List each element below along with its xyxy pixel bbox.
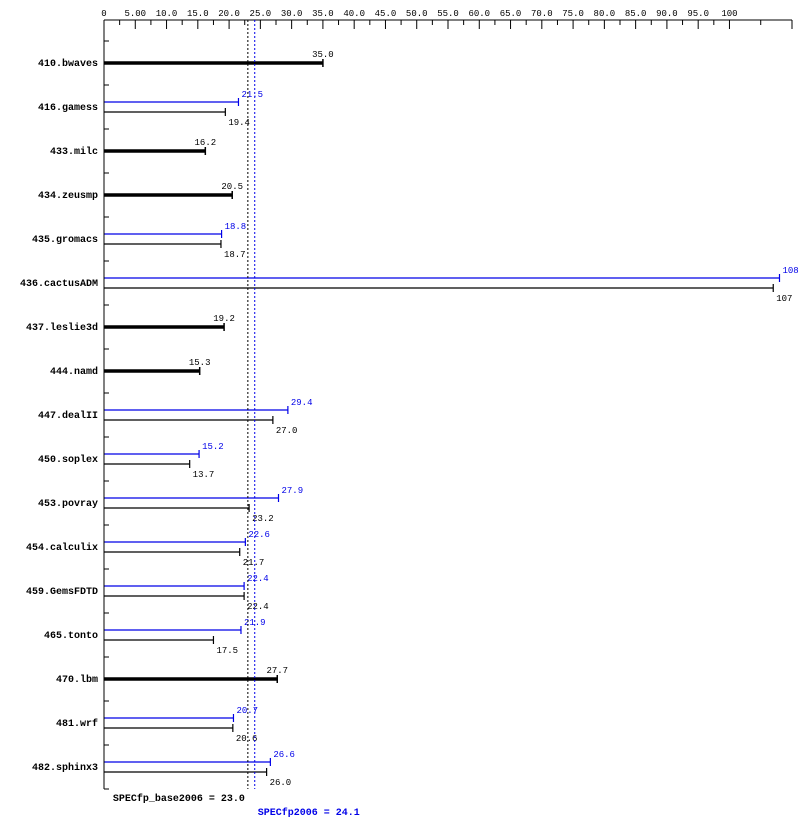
benchmark-label: 433.milc <box>50 146 98 158</box>
x-tick-label: 25.0 <box>250 9 272 19</box>
benchmark-label: 453.povray <box>38 499 98 510</box>
bar-base-value: 20.5 <box>221 182 243 192</box>
summary-base: SPECfp_base2006 = 23.0 <box>113 793 245 805</box>
bar-base-value: 19.4 <box>228 118 250 128</box>
x-tick-label: 40.0 <box>343 9 365 19</box>
bar-peak-value: 108 <box>782 266 798 276</box>
bar-base-value: 23.2 <box>252 514 274 524</box>
x-tick-label: 10.0 <box>156 9 178 19</box>
bar-base-value: 26.0 <box>270 778 292 788</box>
bar-base-value: 16.2 <box>195 138 217 148</box>
bar-base-value: 107 <box>776 294 792 304</box>
x-tick-label: 45.0 <box>375 9 397 19</box>
benchmark-label: 434.zeusmp <box>38 191 98 202</box>
benchmark-label: 481.wrf <box>56 718 98 730</box>
bar-peak-value: 22.4 <box>247 574 269 584</box>
x-tick-label: 30.0 <box>281 9 303 19</box>
chart-background <box>0 0 799 831</box>
x-tick-label: 75.0 <box>562 9 584 19</box>
benchmark-label: 435.gromacs <box>32 235 98 246</box>
bar-base-value: 20.6 <box>236 734 258 744</box>
x-tick-label: 55.0 <box>437 9 459 19</box>
x-tick-label: 60.0 <box>468 9 490 19</box>
benchmark-label: 450.soplex <box>38 454 98 466</box>
x-tick-label: 65.0 <box>500 9 522 19</box>
bar-base-value: 17.5 <box>216 646 238 656</box>
x-tick-label: 100 <box>721 9 737 19</box>
bar-base-value: 22.4 <box>247 602 269 612</box>
bar-base-value: 27.7 <box>266 666 288 676</box>
bar-base-value: 18.7 <box>224 250 246 260</box>
benchmark-label: 410.bwaves <box>38 58 98 70</box>
benchmark-label: 470.lbm <box>56 674 98 686</box>
benchmark-label: 447.dealII <box>38 410 98 422</box>
bar-base-value: 19.2 <box>213 314 235 324</box>
x-tick-label: 20.0 <box>218 9 240 19</box>
bar-peak-value: 26.6 <box>273 750 295 760</box>
benchmark-label: 437.leslie3d <box>26 322 98 334</box>
bar-peak-value: 18.8 <box>225 222 247 232</box>
benchmark-label: 454.calculix <box>26 542 98 554</box>
bar-base-value: 35.0 <box>312 50 334 60</box>
bar-peak-value: 22.6 <box>248 530 270 540</box>
bar-peak-value: 21.5 <box>241 90 263 100</box>
bar-peak-value: 29.4 <box>291 398 313 408</box>
bar-peak-value: 21.9 <box>244 618 266 628</box>
benchmark-label: 459.GemsFDTD <box>26 587 98 598</box>
bar-peak-value: 27.9 <box>282 486 304 496</box>
bar-peak-value: 20.7 <box>236 706 258 716</box>
benchmark-label: 482.sphinx3 <box>32 762 98 774</box>
bar-base-value: 27.0 <box>276 426 298 436</box>
x-tick-label: 80.0 <box>594 9 616 19</box>
x-tick-label: 90.0 <box>656 9 678 19</box>
benchmark-label: 444.namd <box>50 366 98 378</box>
x-tick-label: 35.0 <box>312 9 334 19</box>
benchmark-label: 416.gamess <box>38 103 98 114</box>
x-tick-label: 85.0 <box>625 9 647 19</box>
benchmark-label: 465.tonto <box>44 631 98 642</box>
benchmark-label: 436.cactusADM <box>20 279 98 290</box>
bar-base-value: 13.7 <box>193 470 215 480</box>
bar-peak-value: 15.2 <box>202 442 224 452</box>
summary-peak: SPECfp2006 = 24.1 <box>258 807 360 819</box>
bar-base-value: 15.3 <box>189 358 211 368</box>
x-tick-label: 95.0 <box>687 9 709 19</box>
x-tick-label: 50.0 <box>406 9 428 19</box>
x-tick-label: 5.00 <box>124 9 146 19</box>
spec-chart: 0 5.00 10.0 15.0 20.0 25.0 30.0 35.0 40.0 45.0 50.… <box>0 0 799 831</box>
x-tick-label: 15.0 <box>187 9 209 19</box>
x-tick-label: 70.0 <box>531 9 553 19</box>
x-tick-label: 0 <box>101 9 106 19</box>
bar-base-value: 21.7 <box>243 558 265 568</box>
